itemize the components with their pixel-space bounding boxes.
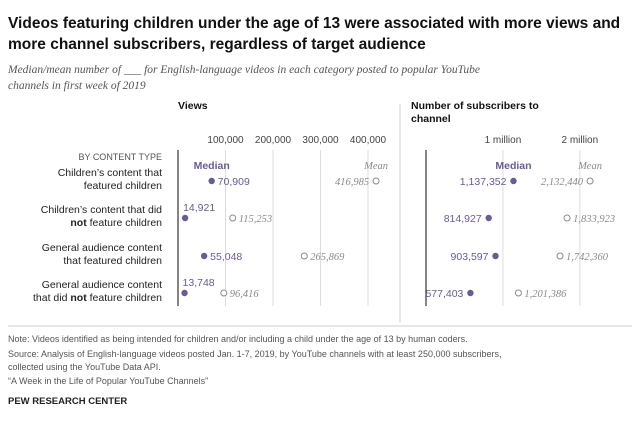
row-label-2-line-2: not feature children — [70, 217, 162, 229]
subscribers-panel-title-2: channel — [411, 113, 451, 125]
views-mean-point — [372, 177, 380, 185]
row-label-3-line-1: General audience content — [42, 242, 162, 254]
footer-note: Note: Videos identified as being intende… — [8, 334, 468, 344]
footer-org: PEW RESEARCH CENTER — [8, 396, 127, 407]
footer-report: “A Week in the Life of Popular YouTube C… — [8, 376, 208, 386]
subscribers-mean-label: 1,201,386 — [524, 289, 567, 300]
views-mean-label: 115,253 — [239, 214, 272, 225]
subscribers-mean-point — [556, 252, 564, 260]
views-tick-label: 300,000 — [302, 135, 339, 146]
views-median-label: 14,921 — [183, 202, 215, 214]
subscribers-mean-point — [586, 177, 594, 185]
views-tick-label: 200,000 — [255, 135, 292, 146]
views-mean-label: 96,416 — [230, 289, 260, 300]
views-mean-point — [300, 252, 308, 260]
row-label-4-line-2: that did not feature children — [33, 292, 162, 304]
row-label-4-line-1: General audience content — [42, 279, 162, 291]
subscribers-legend-median: Median — [495, 160, 531, 172]
subscribers-median-point — [485, 214, 492, 222]
views-legend-median: Median — [194, 160, 230, 172]
subscribers-panel-title-1: Number of subscribers to — [411, 100, 539, 112]
row-label-2-line-1: Children’s content that did — [41, 204, 162, 216]
views-median-label: 70,909 — [218, 176, 250, 188]
subscribers-median-point — [467, 289, 474, 297]
views-median-point — [181, 289, 188, 297]
subscribers-median-label: 1,137,352 — [460, 176, 507, 188]
views-median-label: 55,048 — [210, 251, 242, 263]
row-label-1-line-2: featured children — [84, 180, 162, 192]
views-mean-label: 265,869 — [310, 252, 345, 263]
chart-title-line-2: more channel subscribers, regardless of … — [8, 36, 426, 53]
footer-source-line-1: Source: Analysis of English-language vid… — [8, 349, 501, 359]
subscribers-median-label: 814,927 — [444, 213, 482, 225]
subscribers-median-label: 903,597 — [451, 251, 489, 263]
subscribers-median-label: 577,403 — [425, 288, 463, 300]
subscribers-mean-label: 1,742,360 — [566, 252, 609, 263]
views-median-point — [200, 252, 208, 260]
views-mean-point — [220, 289, 228, 297]
subscribers-median-point — [510, 177, 517, 185]
chart-subtitle-line-2: channels in first week of 2019 — [8, 80, 146, 92]
footer-source-line-2: collected using the YouTube Data API. — [8, 362, 161, 372]
subscribers-tick-label: 1 million — [485, 135, 522, 146]
row-label-3-line-2: that featured children — [63, 255, 162, 267]
subscribers-legend-mean: Mean — [577, 161, 602, 172]
subscribers-mean-point — [563, 214, 571, 222]
views-mean-label: 416,985 — [335, 177, 369, 188]
views-legend-mean: Mean — [363, 161, 388, 172]
subscribers-median-point — [492, 252, 499, 260]
chart-title-line-1: Videos featuring children under the age … — [8, 15, 620, 32]
views-mean-point — [229, 214, 237, 222]
chart-subtitle-line-1: Median/mean number of ___ for English-la… — [7, 64, 480, 76]
views-tick-label: 100,000 — [207, 135, 244, 146]
subscribers-mean-point — [514, 289, 522, 297]
views-panel: Views 100,000 200,000 300,000 400,000 70,909 4… — [177, 100, 388, 306]
subscribers-mean-label: 2,132,440 — [541, 177, 584, 188]
views-median-label: 13,748 — [183, 277, 215, 289]
subscribers-tick-label: 2 million — [562, 135, 599, 146]
views-panel-title-1: Views — [178, 100, 208, 112]
views-median-point — [208, 177, 215, 185]
views-tick-label: 400,000 — [350, 135, 387, 146]
row-label-1-line-1: Children’s content that — [58, 167, 162, 179]
row-header: BY CONTENT TYPE — [78, 152, 162, 162]
subscribers-mean-label: 1,833,923 — [573, 214, 615, 225]
views-median-point — [181, 214, 189, 222]
